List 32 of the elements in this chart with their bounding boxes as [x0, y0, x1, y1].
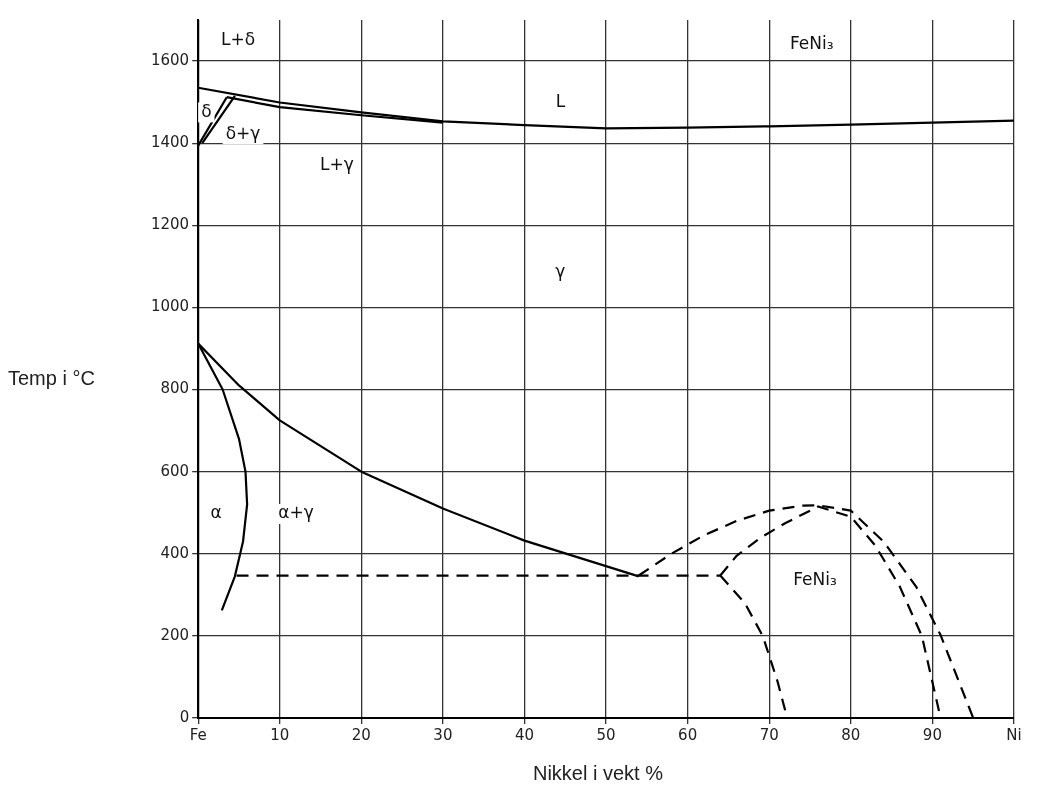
- y-tick-label: 1000: [150, 297, 190, 316]
- y-tick-label: 1200: [150, 215, 190, 234]
- y-tick-label: 0: [179, 707, 190, 726]
- x-tick-label: 30: [433, 725, 453, 744]
- x-tick-label: Fe: [189, 725, 207, 744]
- y-tick-label: 200: [160, 625, 190, 644]
- annotation: FeNi₃: [789, 32, 834, 53]
- annotation: α: [210, 502, 222, 523]
- x-tick-label: Ni: [1006, 725, 1022, 744]
- y-axis-title: Temp i °C: [8, 366, 96, 390]
- annotation: δ+γ: [225, 122, 261, 143]
- x-tick-label: 10: [270, 725, 290, 744]
- annotation: δ: [201, 100, 212, 121]
- y-tick-label: 400: [160, 543, 190, 562]
- annotation: L: [555, 90, 566, 111]
- x-tick-label: 60: [678, 725, 698, 744]
- x-tick-label: 20: [351, 725, 371, 744]
- x-tick-label: 90: [922, 725, 942, 744]
- y-tick-label: 600: [160, 461, 190, 480]
- annotation: L+γ: [319, 154, 354, 175]
- x-tick-label: 40: [514, 725, 535, 744]
- annotation: L+δ: [221, 28, 256, 49]
- x-axis-title: Nikkel i vekt %: [532, 762, 664, 785]
- x-tick-label: 70: [759, 725, 779, 744]
- annotation: γ: [555, 260, 566, 281]
- annotation: FeNi₃: [793, 568, 837, 589]
- annotation: α+γ: [278, 502, 314, 523]
- x-tick-label: 80: [841, 725, 861, 744]
- y-tick-label: 1400: [150, 133, 190, 152]
- y-tick-label: 1600: [150, 50, 190, 69]
- x-tick-label: 50: [596, 725, 616, 744]
- y-tick-label: 800: [160, 379, 190, 398]
